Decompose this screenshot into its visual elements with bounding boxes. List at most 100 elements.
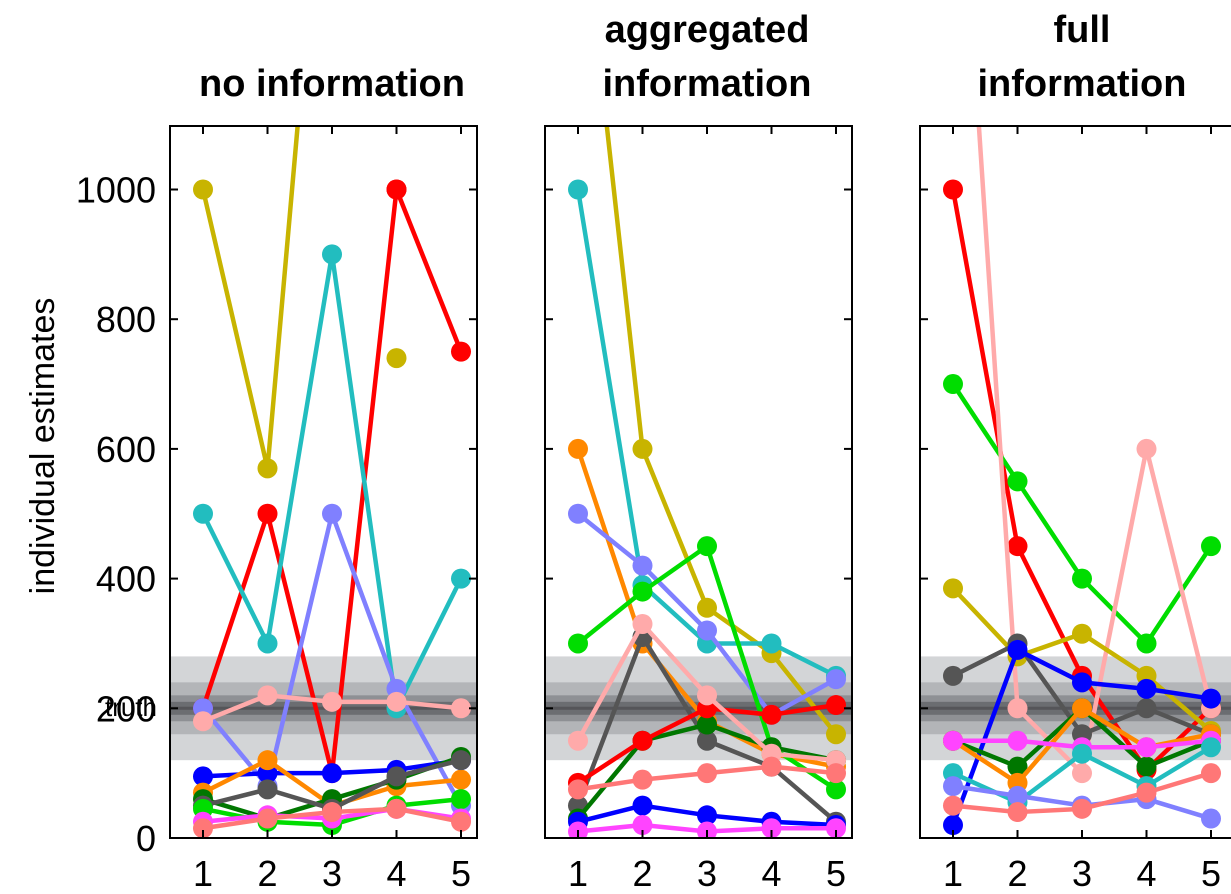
data-point xyxy=(943,730,963,751)
data-point xyxy=(761,818,782,838)
data-point xyxy=(568,730,588,751)
data-point xyxy=(322,691,342,712)
data-point xyxy=(257,503,278,524)
data-point xyxy=(1201,763,1221,784)
data-point xyxy=(1201,808,1221,829)
truth-label: truth xyxy=(105,692,157,722)
data-point xyxy=(451,811,471,832)
data-point xyxy=(193,179,213,200)
x-tick-label: 3 xyxy=(697,853,717,894)
data-point xyxy=(826,763,846,784)
data-point xyxy=(697,763,717,784)
y-axis-label: individual estimates xyxy=(24,298,62,595)
data-point xyxy=(322,244,342,265)
data-point xyxy=(826,779,846,800)
data-point xyxy=(943,795,963,816)
data-point xyxy=(1072,743,1092,764)
x-tick-label: 3 xyxy=(322,853,342,894)
y-tick-label: 400 xyxy=(96,559,156,600)
panel-title-line: information xyxy=(978,63,1187,105)
data-point xyxy=(568,179,588,200)
data-point xyxy=(451,698,471,719)
x-tick-label: 1 xyxy=(943,853,963,894)
data-point xyxy=(1072,763,1092,784)
data-point xyxy=(386,766,407,787)
data-point xyxy=(697,805,717,826)
data-point xyxy=(632,438,653,459)
y-tick-label: 0 xyxy=(136,818,156,859)
data-point xyxy=(1136,678,1157,699)
panel-title-line: no information xyxy=(199,63,465,105)
data-point xyxy=(632,555,653,576)
data-point xyxy=(1201,536,1221,557)
data-point xyxy=(322,802,342,823)
data-point xyxy=(1007,639,1028,660)
data-point xyxy=(1136,438,1157,459)
data-point xyxy=(1136,698,1157,719)
data-point xyxy=(386,179,407,200)
series xyxy=(976,126,1221,784)
y-axis: 0 200 400 600 800 1000 xyxy=(76,170,156,860)
data-point xyxy=(632,769,653,790)
data-point xyxy=(826,669,846,690)
data-point xyxy=(322,503,342,524)
series xyxy=(568,756,846,800)
x-tick-label: 4 xyxy=(761,853,781,894)
data-point xyxy=(943,179,963,200)
data-point xyxy=(451,750,471,771)
data-point xyxy=(451,568,471,589)
plot-frame xyxy=(169,125,478,839)
y-tick-label: 1000 xyxy=(76,170,156,211)
data-point xyxy=(1072,798,1092,819)
series-line xyxy=(951,382,1213,646)
x-tick-label: 2 xyxy=(632,853,652,894)
y-tick-label: 800 xyxy=(96,299,156,340)
plot-frame xyxy=(544,125,853,839)
data-point xyxy=(943,374,963,395)
x-tick-label: 5 xyxy=(826,853,846,894)
series xyxy=(193,244,471,719)
x-tick-label: 5 xyxy=(1201,853,1221,894)
data-point xyxy=(193,711,213,732)
data-point xyxy=(632,815,653,836)
data-point xyxy=(826,724,846,745)
data-point xyxy=(568,438,588,459)
data-point xyxy=(451,789,471,810)
x-tick-label: 2 xyxy=(1007,853,1027,894)
series xyxy=(193,798,471,838)
data-point xyxy=(257,685,278,706)
plot-frame xyxy=(919,125,1231,839)
panel-aggregated-information: aggregated information 1 2 3 4 5 xyxy=(544,9,853,894)
data-point xyxy=(386,348,407,369)
y-tick-label: 200 xyxy=(96,688,156,729)
data-point xyxy=(697,620,717,641)
data-point xyxy=(697,597,717,618)
series-line xyxy=(394,188,464,353)
data-point xyxy=(1007,785,1028,806)
data-point xyxy=(761,756,782,777)
data-point xyxy=(193,503,213,524)
panel-title-line: full xyxy=(1054,9,1111,51)
data-point xyxy=(257,779,278,800)
data-point xyxy=(632,730,653,751)
data-point xyxy=(943,776,963,797)
data-point xyxy=(1007,730,1028,751)
data-point xyxy=(943,578,963,599)
data-point xyxy=(1072,698,1092,719)
data-point xyxy=(826,695,846,716)
data-point xyxy=(257,750,278,771)
panel-no-information: no information 1 2 3 4 5 xyxy=(169,63,478,894)
data-point xyxy=(1136,782,1157,803)
data-point xyxy=(1007,471,1028,492)
panel-full-information: full information 1 2 3 4 5 xyxy=(919,9,1231,894)
series xyxy=(386,348,407,369)
data-point xyxy=(386,691,407,712)
data-point xyxy=(568,779,588,800)
data-point xyxy=(193,818,213,838)
data-point xyxy=(1072,672,1092,693)
data-point xyxy=(451,341,471,362)
data-point xyxy=(697,536,717,557)
data-point xyxy=(386,798,407,819)
series xyxy=(193,685,471,732)
